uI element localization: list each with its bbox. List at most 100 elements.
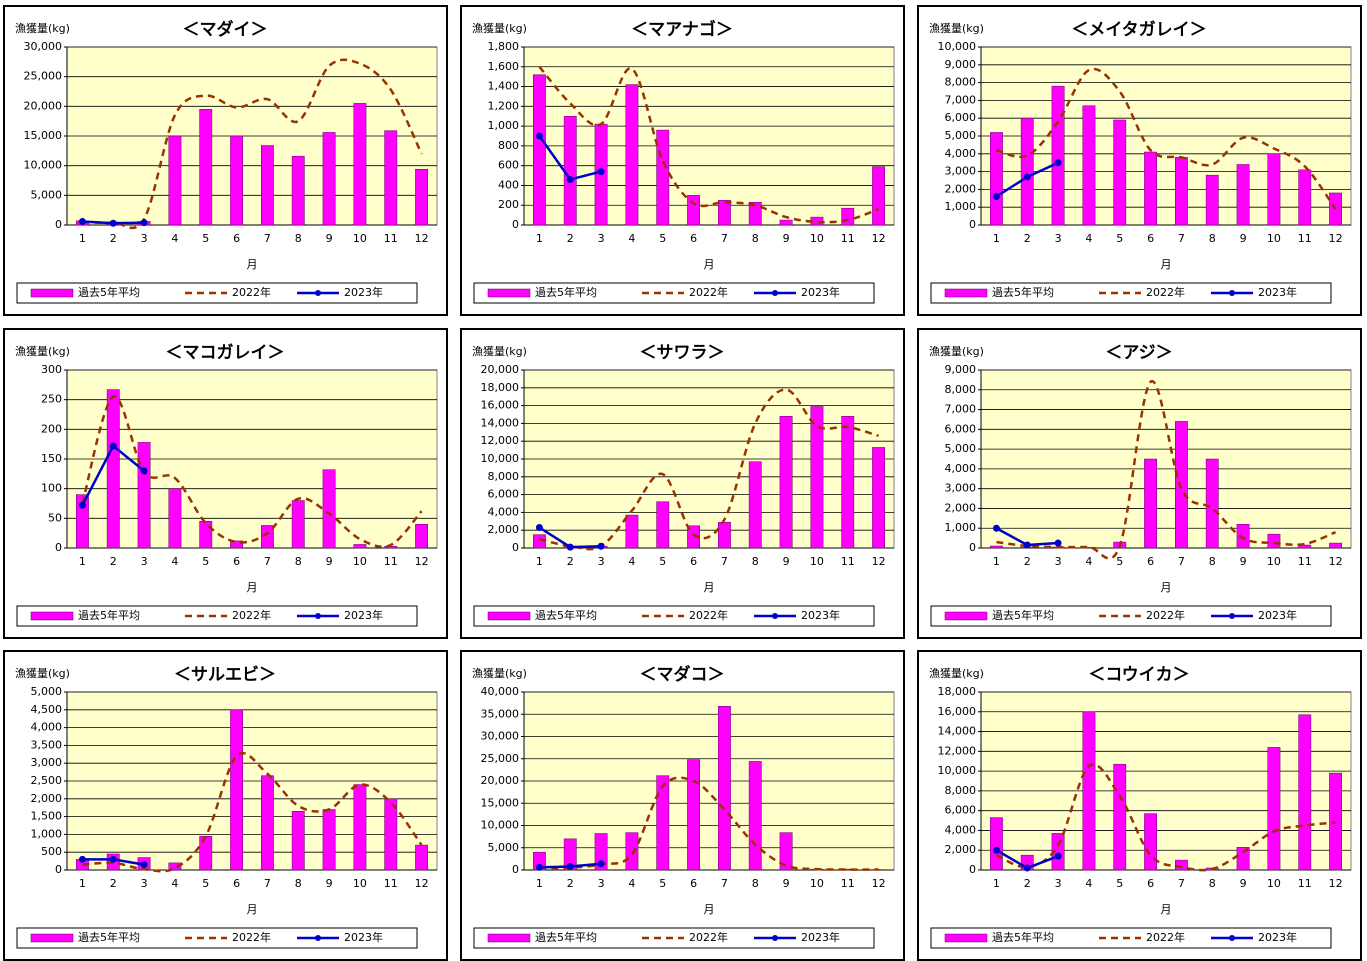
legend-label: 過去5年平均 bbox=[535, 930, 597, 944]
bar bbox=[1051, 85, 1065, 226]
chart-title: ＜マコガレイ＞ bbox=[166, 343, 285, 363]
chart: ＜サワラ＞ 漁獲量(kg) 0 2,000 4,000 6,000 8,000 10,000 1… bbox=[472, 343, 895, 627]
line-marker bbox=[566, 176, 574, 184]
line-marker bbox=[78, 501, 86, 509]
bar bbox=[1236, 164, 1250, 226]
y-tick-label: 9,000 bbox=[945, 58, 977, 71]
y-tick-label: 2,000 bbox=[945, 182, 977, 195]
y-tick-label: 100 bbox=[41, 482, 62, 495]
x-tick-label: 1 bbox=[993, 555, 1000, 568]
bar bbox=[1144, 458, 1158, 549]
legend-box bbox=[930, 927, 1332, 949]
legend-swatch bbox=[30, 933, 74, 943]
bar bbox=[384, 545, 398, 549]
y-tick-label: 600 bbox=[498, 159, 519, 172]
series-line bbox=[81, 395, 423, 549]
y-tick-label: 0 bbox=[512, 218, 519, 231]
bar bbox=[841, 207, 855, 226]
y-tick-label: 0 bbox=[55, 218, 62, 231]
x-tick-label: 9 bbox=[326, 877, 333, 890]
chart-panel: ＜マアナゴ＞ 漁獲量(kg) 0 200 400 600 800 1,000 1,200 1,40… bbox=[460, 5, 905, 316]
y-tick-label: 6,000 bbox=[488, 488, 520, 501]
legend-swatch bbox=[487, 611, 531, 621]
x-tick-label: 1 bbox=[536, 877, 543, 890]
series-line bbox=[995, 763, 1336, 872]
x-tick-label: 5 bbox=[659, 555, 666, 568]
y-tick-label: 25,000 bbox=[24, 70, 63, 83]
y-tick-label: 8,000 bbox=[945, 784, 977, 797]
bar bbox=[230, 709, 244, 871]
y-tick-label: 20,000 bbox=[24, 99, 63, 112]
chart-title: ＜サルエビ＞ bbox=[174, 665, 276, 685]
x-tick-label: 7 bbox=[1178, 232, 1185, 245]
y-tick-label: 2,000 bbox=[945, 501, 977, 514]
y-tick-label: 3,000 bbox=[31, 756, 63, 769]
y-axis-label: 漁獲量(kg) bbox=[929, 666, 984, 680]
x-tick-label: 9 bbox=[326, 555, 333, 568]
x-axis-label: 月 bbox=[1161, 581, 1172, 594]
y-tick-label: 6,000 bbox=[945, 804, 977, 817]
y-tick-label: 5,000 bbox=[31, 685, 63, 698]
x-tick-label: 11 bbox=[1298, 877, 1312, 890]
x-tick-label: 4 bbox=[628, 232, 635, 245]
x-tick-label: 11 bbox=[384, 555, 398, 568]
x-tick-label: 4 bbox=[628, 877, 635, 890]
legend-label: 2022年 bbox=[232, 285, 271, 299]
y-tick-label: 30,000 bbox=[481, 730, 520, 743]
bar bbox=[1175, 157, 1188, 226]
bar bbox=[1175, 421, 1188, 549]
y-tick-label: 400 bbox=[498, 178, 519, 191]
bar bbox=[261, 525, 274, 549]
legend-swatch bbox=[944, 933, 988, 943]
legend-label: 2023年 bbox=[1258, 608, 1297, 622]
legend-box bbox=[930, 282, 1332, 304]
bar bbox=[687, 759, 701, 871]
bar bbox=[261, 145, 274, 226]
chart-panel: ＜アジ＞ 漁獲量(kg) 0 1,000 2,000 3,000 4,000 5,000 6,0… bbox=[917, 328, 1362, 639]
x-tick-label: 8 bbox=[1209, 877, 1216, 890]
y-tick-label: 2,500 bbox=[31, 774, 63, 787]
y-tick-label: 6,000 bbox=[945, 111, 977, 124]
legend-swatch bbox=[30, 288, 74, 298]
x-tick-label: 9 bbox=[783, 232, 790, 245]
x-tick-label: 6 bbox=[233, 555, 240, 568]
x-tick-label: 2 bbox=[110, 877, 117, 890]
x-tick-label: 8 bbox=[752, 555, 759, 568]
bar bbox=[625, 832, 639, 871]
x-tick-label: 7 bbox=[721, 555, 728, 568]
x-tick-label: 6 bbox=[690, 232, 697, 245]
x-tick-label: 3 bbox=[1055, 232, 1062, 245]
bar bbox=[625, 84, 639, 226]
y-axis-label: 漁獲量(kg) bbox=[15, 21, 70, 35]
legend-label: 2023年 bbox=[344, 608, 383, 622]
x-tick-label: 10 bbox=[353, 555, 367, 568]
x-tick-label: 2 bbox=[567, 877, 574, 890]
y-tick-label: 14,000 bbox=[481, 416, 520, 429]
bar bbox=[353, 544, 367, 549]
x-tick-label: 1 bbox=[993, 877, 1000, 890]
y-axis-label: 漁獲量(kg) bbox=[15, 344, 70, 358]
x-tick-label: 11 bbox=[841, 555, 855, 568]
line-marker bbox=[535, 132, 543, 140]
bar bbox=[1298, 714, 1312, 871]
legend-marker bbox=[772, 290, 778, 296]
y-tick-label: 200 bbox=[498, 198, 519, 211]
bar bbox=[841, 416, 855, 549]
x-tick-label: 12 bbox=[872, 555, 886, 568]
x-tick-label: 10 bbox=[353, 232, 367, 245]
y-tick-label: 10,000 bbox=[481, 819, 520, 832]
chart: ＜メイタガレイ＞ 漁獲量(kg) 0 1,000 2,000 3,000 4,000 5,00… bbox=[929, 20, 1352, 304]
series-line bbox=[82, 752, 423, 873]
bar bbox=[199, 109, 213, 226]
bar bbox=[563, 838, 577, 871]
x-tick-label: 8 bbox=[752, 877, 759, 890]
bar bbox=[748, 202, 762, 226]
x-tick-label: 8 bbox=[752, 232, 759, 245]
x-tick-label: 12 bbox=[1329, 555, 1343, 568]
x-tick-label: 12 bbox=[872, 877, 886, 890]
y-tick-label: 30,000 bbox=[24, 40, 63, 53]
x-tick-label: 3 bbox=[1055, 877, 1062, 890]
y-tick-label: 40,000 bbox=[481, 685, 520, 698]
x-tick-label: 8 bbox=[1209, 555, 1216, 568]
legend-label: 2023年 bbox=[1258, 930, 1297, 944]
